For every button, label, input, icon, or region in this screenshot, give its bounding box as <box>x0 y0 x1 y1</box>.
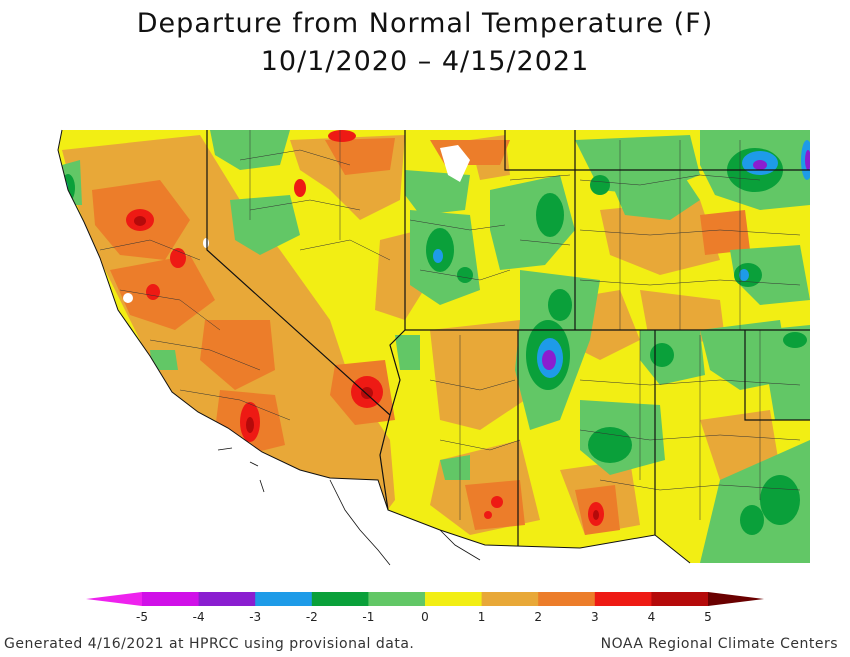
legend-tick-label: 5 <box>704 610 712 624</box>
cool-neg4-neg3-regions <box>542 150 810 370</box>
baja-coastline <box>329 479 391 566</box>
coastline <box>57 129 691 564</box>
state-borders <box>206 130 810 548</box>
legend-tick-label: 4 <box>648 610 656 624</box>
legend-tick-label: 0 <box>421 610 429 624</box>
legend-tick-label: -1 <box>362 610 374 624</box>
footer-generated-note: Generated 4/16/2021 at HPRCC using provi… <box>4 636 415 652</box>
legend-tick-label: 3 <box>591 610 599 624</box>
legend-bin <box>368 592 426 606</box>
legend-bin <box>594 592 652 606</box>
legend-low-arrow <box>86 592 142 606</box>
footer-source: NOAA Regional Climate Centers <box>600 636 838 652</box>
legend-bin <box>538 592 596 606</box>
legend-tick-label: -5 <box>136 610 148 624</box>
legend-tick-label: -4 <box>193 610 205 624</box>
legend-bin <box>481 592 539 606</box>
legend-high-arrow <box>708 592 764 606</box>
county-borders <box>99 130 801 520</box>
channel-islands <box>217 447 265 493</box>
map-date-range: 10/1/2020 – 4/15/2021 <box>260 46 590 77</box>
legend-bin <box>651 592 709 606</box>
legend-bin <box>198 592 256 606</box>
sonora-coastline <box>439 529 481 561</box>
legend-tick-label: -2 <box>306 610 318 624</box>
legend-bin <box>255 592 313 606</box>
legend-bin <box>425 592 483 606</box>
legend-tick-label: 2 <box>534 610 542 624</box>
cool-neg1-0-regions <box>62 130 810 563</box>
legend-tick-label: -3 <box>249 610 261 624</box>
legend-tick-label: 1 <box>478 610 486 624</box>
warm-4-5-regions <box>134 216 599 520</box>
legend-bin <box>311 592 369 606</box>
map-title: Departure from Normal Temperature (F) <box>136 8 714 39</box>
legend-bin <box>142 592 200 606</box>
